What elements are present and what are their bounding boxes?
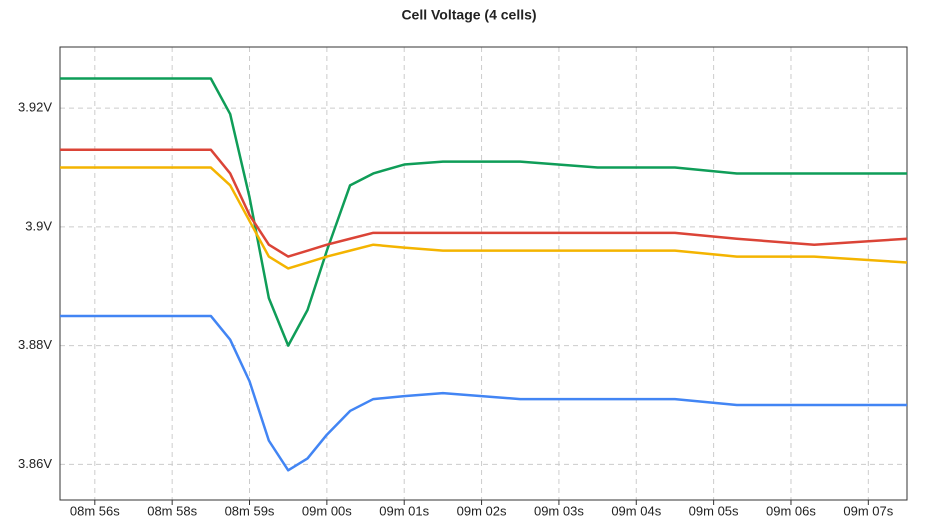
chart-title: Cell Voltage (4 cells) <box>401 7 536 23</box>
x-tick-label: 08m 58s <box>147 503 197 518</box>
x-tick-label: 08m 59s <box>225 503 275 518</box>
x-tick-label: 09m 01s <box>379 503 429 518</box>
series-line <box>60 77 907 347</box>
series-line <box>60 166 908 270</box>
y-tick-label: 3.92V <box>18 100 52 115</box>
x-tick-label: 09m 04s <box>611 503 661 518</box>
series-line <box>60 314 907 472</box>
y-tick-label: 3.9V <box>25 218 52 233</box>
x-tick-label: 09m 07s <box>843 503 893 518</box>
x-tick-label: 09m 02s <box>457 503 507 518</box>
y-tick-label: 3.86V <box>18 456 52 471</box>
x-tick-label: 09m 00s <box>302 503 352 518</box>
x-tick-label: 09m 03s <box>534 503 584 518</box>
x-tick-label: 08m 56s <box>70 503 120 518</box>
y-tick-label: 3.88V <box>18 337 52 352</box>
series-line <box>60 148 908 258</box>
plot-border <box>59 46 908 501</box>
x-tick-label: 09m 05s <box>689 503 739 518</box>
x-tick-label: 09m 06s <box>766 503 816 518</box>
